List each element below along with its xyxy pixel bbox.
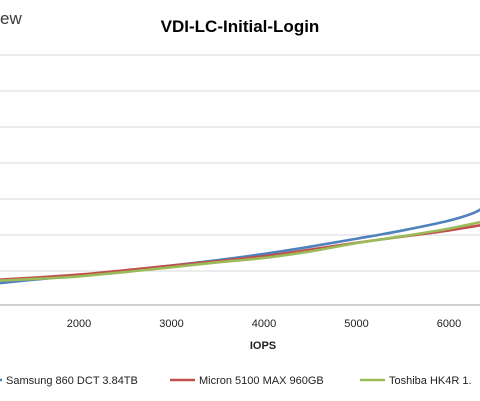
x-tick-labels: 2000 3000 4000 5000 6000 [67,318,461,330]
x-tick-label: 2000 [67,318,91,330]
x-tick-label: 5000 [344,318,368,330]
x-tick-label: 4000 [252,318,276,330]
series-line-3 [0,220,480,282]
series-lines [0,208,480,285]
chart-title: VDI-LC-Initial-Login [161,17,320,36]
x-axis-label: IOPS [250,340,276,352]
series-line-1 [0,208,480,285]
legend-label-1: Samsung 860 DCT 3.84TB [6,375,138,387]
legend: Samsung 860 DCT 3.84TB Micron 5100 MAX 96… [0,375,472,387]
legend-label-3: Toshiba HK4R 1. [389,375,472,387]
series-line-2 [0,224,480,281]
brand-logo-fragment: ew [0,9,22,28]
x-tick-label: 3000 [159,318,183,330]
x-tick-label: 6000 [437,318,461,330]
gridlines [0,54,480,306]
legend-label-2: Micron 5100 MAX 960GB [199,375,324,387]
